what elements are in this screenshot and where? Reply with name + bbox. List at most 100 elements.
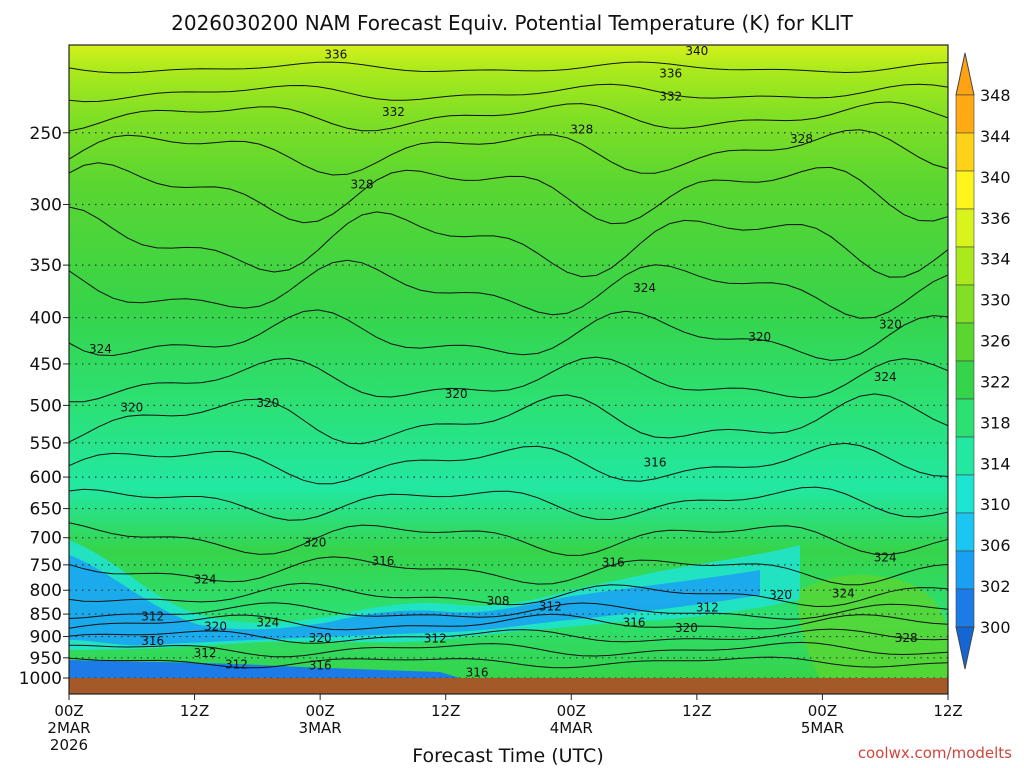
y-tick-label: 600 bbox=[30, 468, 62, 488]
y-tick-label: 450 bbox=[30, 355, 62, 375]
contour-label: 324 bbox=[832, 587, 855, 601]
colorbar-tick-label: 330 bbox=[980, 291, 1011, 310]
colorbar-tick-label: 344 bbox=[980, 127, 1011, 146]
colorbar-tick-label: 314 bbox=[980, 454, 1011, 473]
colorbar-over-arrow bbox=[955, 52, 975, 96]
contour-line bbox=[69, 602, 948, 620]
contour-label: 332 bbox=[382, 105, 405, 119]
colorbar-tick-label: 300 bbox=[980, 618, 1011, 637]
y-tick-label: 700 bbox=[30, 529, 62, 549]
y-tick-label: 250 bbox=[30, 124, 62, 144]
contour-line bbox=[69, 582, 948, 608]
colorbar-tick-label: 306 bbox=[980, 536, 1011, 555]
colorbar-tick-label: 348 bbox=[980, 86, 1011, 105]
credit-text: coolwx.com/modelts bbox=[858, 744, 1012, 762]
colorbar-bin bbox=[955, 474, 975, 514]
contour-label: 320 bbox=[204, 619, 227, 633]
x-tick-label: 3MAR bbox=[299, 719, 342, 737]
contour-label: 320 bbox=[303, 536, 326, 550]
colorbar-tick-label: 310 bbox=[980, 495, 1011, 514]
contour-line bbox=[69, 101, 948, 132]
colorbar-bin bbox=[955, 208, 975, 248]
colorbar-bin bbox=[955, 360, 975, 400]
contour-label: 340 bbox=[685, 44, 708, 58]
colorbar-bin bbox=[955, 284, 975, 324]
colorbar-bin bbox=[955, 246, 975, 286]
contour-label: 312 bbox=[696, 601, 719, 615]
contour-label: 312 bbox=[424, 632, 447, 646]
x-axis-label: Forecast Time (UTC) bbox=[412, 745, 603, 767]
x-tick-label: 12Z bbox=[933, 702, 962, 720]
colorbar-tick-label: 322 bbox=[980, 372, 1011, 391]
contour-label: 308 bbox=[487, 594, 510, 608]
contour-label: 328 bbox=[895, 631, 918, 645]
colorbar-bin bbox=[955, 322, 975, 362]
contour-label: 316 bbox=[371, 554, 394, 568]
x-tick-label: 4MAR bbox=[550, 719, 593, 737]
contour-label: 324 bbox=[633, 281, 656, 295]
colorbar-tick-label: 340 bbox=[980, 168, 1011, 187]
contour-label: 320 bbox=[445, 387, 468, 401]
contour-label: 320 bbox=[879, 317, 902, 331]
cold-layer-band bbox=[69, 555, 760, 646]
contour-label: 320 bbox=[309, 631, 332, 645]
colorbar-tick-label: 334 bbox=[980, 250, 1011, 269]
colorbar-tick-label: 336 bbox=[980, 209, 1011, 228]
contour-labels: 336 3403363323323283283283243203203243243… bbox=[89, 44, 918, 679]
x-tick-label: 00Z bbox=[54, 702, 83, 720]
ground-bar bbox=[69, 678, 948, 694]
contour-line bbox=[69, 628, 948, 644]
contour-label: 316 bbox=[644, 455, 667, 469]
contour-line bbox=[69, 309, 948, 361]
contour-line bbox=[69, 356, 948, 403]
contour-label: 324 bbox=[89, 342, 112, 356]
contour-label: 324 bbox=[256, 615, 279, 629]
contour-line bbox=[69, 129, 948, 176]
contour-label: 320 bbox=[748, 330, 771, 344]
x-tick-label: 00Z bbox=[808, 702, 837, 720]
colorbar-tick-label: 326 bbox=[980, 332, 1011, 351]
colorbar-bin bbox=[955, 512, 975, 552]
contour-line bbox=[69, 259, 948, 319]
y-tick-label: 650 bbox=[30, 500, 62, 520]
colorbar-bin bbox=[955, 170, 975, 210]
colorbar-tick-label: 302 bbox=[980, 577, 1011, 596]
contour-label: 328 bbox=[790, 132, 813, 146]
y-tick-label: 750 bbox=[30, 556, 62, 576]
contour-line bbox=[69, 162, 948, 225]
colorbar-bin bbox=[955, 132, 975, 172]
chart-title: 2026030200 NAM Forecast Equiv. Potential… bbox=[171, 11, 854, 35]
contour-label: 316 bbox=[309, 659, 332, 673]
y-tick-label: 850 bbox=[30, 605, 62, 625]
x-tick-label: 12Z bbox=[431, 702, 460, 720]
contour-line bbox=[69, 486, 948, 521]
contour-label: 320 bbox=[675, 621, 698, 635]
contour-line bbox=[69, 613, 948, 631]
contour-line bbox=[69, 641, 948, 658]
contour-label: 312 bbox=[539, 600, 562, 614]
contour-label: 320 bbox=[769, 588, 792, 602]
plot-frame bbox=[68, 44, 949, 695]
y-tick-label: 800 bbox=[30, 581, 62, 601]
colorbar-bin bbox=[955, 588, 975, 628]
y-tick-label: 950 bbox=[30, 649, 62, 669]
y-tick-label: 350 bbox=[30, 256, 62, 276]
contour-label: 316 bbox=[466, 665, 489, 679]
contour-line bbox=[69, 206, 948, 278]
colorbar: 348 344 340 336 334 330 326 322 318 314 310 306 302 3… bbox=[955, 52, 1011, 670]
contour-label: 324 bbox=[194, 572, 217, 586]
contour-line bbox=[69, 656, 948, 669]
colorbar-bin bbox=[955, 550, 975, 590]
y-tick-label: 300 bbox=[30, 195, 62, 215]
contour-label: 328 bbox=[351, 177, 374, 191]
contour-label: 324 bbox=[874, 550, 897, 564]
contour-line bbox=[69, 556, 948, 586]
x-tick-label: 12Z bbox=[682, 702, 711, 720]
y-axis: 250 300 350 400 450 500 550 600 650 700 750 800 850 9… bbox=[19, 124, 69, 689]
contour-label: 320 bbox=[120, 401, 143, 415]
y-tick-label: 1000 bbox=[19, 669, 62, 689]
contour-label: 316 bbox=[602, 556, 625, 570]
y-tick-label: 400 bbox=[30, 309, 62, 329]
